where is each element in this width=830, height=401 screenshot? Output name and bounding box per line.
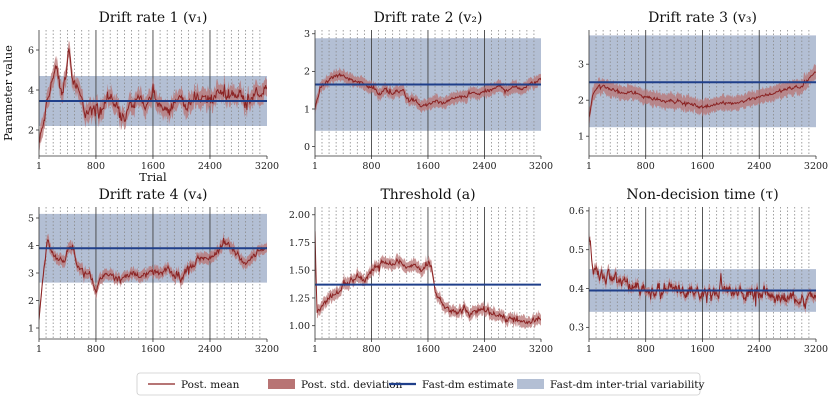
- mean-line: [315, 231, 541, 325]
- x-tick-label: 1: [586, 344, 592, 355]
- y-tick-label: 1.00: [289, 321, 310, 332]
- y-tick-label: 2: [578, 96, 584, 107]
- y-tick-label: 3: [304, 29, 310, 40]
- x-tick-label: 2400: [472, 161, 496, 172]
- y-tick-label: 4: [28, 85, 34, 96]
- x-tick-label: 800: [637, 161, 655, 172]
- legend-estimate-label: Fast-dm estimate: [422, 379, 514, 391]
- y-tick-label: 2: [28, 125, 34, 136]
- y-tick-label: 3: [578, 60, 584, 71]
- legend-mean-label: Post. mean: [181, 379, 240, 391]
- sd-band: [39, 40, 267, 152]
- legend-frame: [136, 372, 701, 396]
- y-tick-label: 3: [28, 268, 34, 279]
- mean-line: [39, 48, 267, 144]
- x-tick-label: 3200: [529, 161, 553, 172]
- panel-title: Drift rate 3 (v₃): [648, 10, 757, 26]
- x-tick-label: 3200: [804, 344, 828, 355]
- panel-1: 2 4 6 1 800 1600 2400 3200 Drift rate 1 (v₁) Tria…: [1, 10, 279, 184]
- x-tick-label: 1600: [416, 344, 440, 355]
- x-tick-label: 2400: [472, 344, 496, 355]
- y-axis-label: Parameter value: [1, 45, 15, 141]
- x-tick-label: 1: [312, 161, 318, 172]
- panel-title: Threshold (a): [380, 187, 475, 203]
- panel-6: 0.3 0.4 0.5 0.6 1 800 1600 2400 3200 Non-decision…: [569, 187, 828, 355]
- legend-variability-label: Fast-dm inter-trial variability: [550, 379, 705, 391]
- panel-title: Drift rate 2 (v₂): [374, 10, 483, 26]
- sd-band: [315, 67, 541, 115]
- y-tick-label: 0: [304, 142, 310, 153]
- x-tick-label: 1600: [690, 161, 714, 172]
- panel-5: 1.00 1.25 1.50 1.75 2.00 1 800 1600 2400 3200 Thre…: [289, 187, 553, 355]
- y-tick-label: 1.25: [289, 293, 310, 304]
- x-tick-label: 2400: [198, 161, 222, 172]
- y-tick-label: 1: [304, 104, 310, 115]
- x-tick-label: 2400: [747, 344, 771, 355]
- y-tick-label: 2: [28, 296, 34, 307]
- x-tick-label: 3200: [255, 344, 279, 355]
- x-tick-label: 2400: [198, 344, 222, 355]
- plot-area: [589, 30, 816, 156]
- y-tick-label: 5: [28, 213, 34, 224]
- legend: Post. mean Post. std. deviation Fast-dm es…: [136, 372, 705, 396]
- x-tick-label: 3200: [804, 161, 828, 172]
- x-tick-label: 2400: [747, 161, 771, 172]
- x-tick-label: 800: [362, 161, 380, 172]
- plot-area: [315, 30, 541, 156]
- x-tick-label: 1: [586, 161, 592, 172]
- x-tick-label: 1600: [416, 161, 440, 172]
- x-tick-label: 800: [87, 161, 105, 172]
- plot-area: [39, 30, 267, 156]
- plot-area: [589, 207, 816, 339]
- plot-area: [39, 207, 267, 339]
- y-tick-label: 4: [28, 241, 34, 252]
- y-tick-label: 1: [578, 132, 584, 143]
- mean-line: [589, 236, 816, 309]
- mean-line: [315, 72, 541, 110]
- y-tick-label: 0.5: [569, 245, 584, 256]
- y-tick-label: 0.6: [569, 206, 584, 217]
- x-tick-label: 1: [36, 161, 42, 172]
- x-tick-label: 1600: [141, 161, 165, 172]
- panel-title: Non-decision time (τ): [626, 187, 778, 203]
- panel-3: 1 2 3 1 800 1600 2400 3200 Drift rate 3 (v₃): [578, 10, 828, 172]
- x-tick-label: 1: [312, 344, 318, 355]
- panel-title: Drift rate 1 (v₁): [99, 10, 208, 26]
- legend-variability-swatch: [517, 379, 544, 389]
- y-tick-label: 2: [304, 67, 310, 78]
- legend-sd-label: Post. std. deviation: [301, 379, 403, 391]
- panel-title: Drift rate 4 (v₄): [99, 187, 208, 203]
- y-tick-label: 1.75: [289, 238, 310, 249]
- plot-area: [315, 207, 541, 339]
- y-tick-label: 0.3: [569, 323, 584, 334]
- legend-sd-swatch: [268, 379, 295, 389]
- y-tick-label: 1.50: [289, 266, 310, 277]
- x-tick-label: 3200: [255, 161, 279, 172]
- x-axis-label: Trial: [139, 170, 167, 184]
- mean-line: [39, 237, 267, 321]
- x-tick-label: 1600: [690, 344, 714, 355]
- y-tick-label: 6: [28, 45, 34, 56]
- x-tick-label: 800: [87, 344, 105, 355]
- mean-line: [589, 71, 816, 118]
- x-tick-label: 800: [362, 344, 380, 355]
- y-tick-label: 0.4: [569, 284, 584, 295]
- x-tick-label: 800: [637, 344, 655, 355]
- x-tick-label: 1: [36, 344, 42, 355]
- panel-4: 1 2 3 4 5 1 800 1600 2400 3200 Drift rate 4 (v₄): [28, 187, 279, 355]
- y-tick-label: 1: [28, 323, 34, 334]
- x-tick-label: 3200: [529, 344, 553, 355]
- y-tick-label: 2.00: [289, 210, 310, 221]
- x-tick-label: 1600: [141, 344, 165, 355]
